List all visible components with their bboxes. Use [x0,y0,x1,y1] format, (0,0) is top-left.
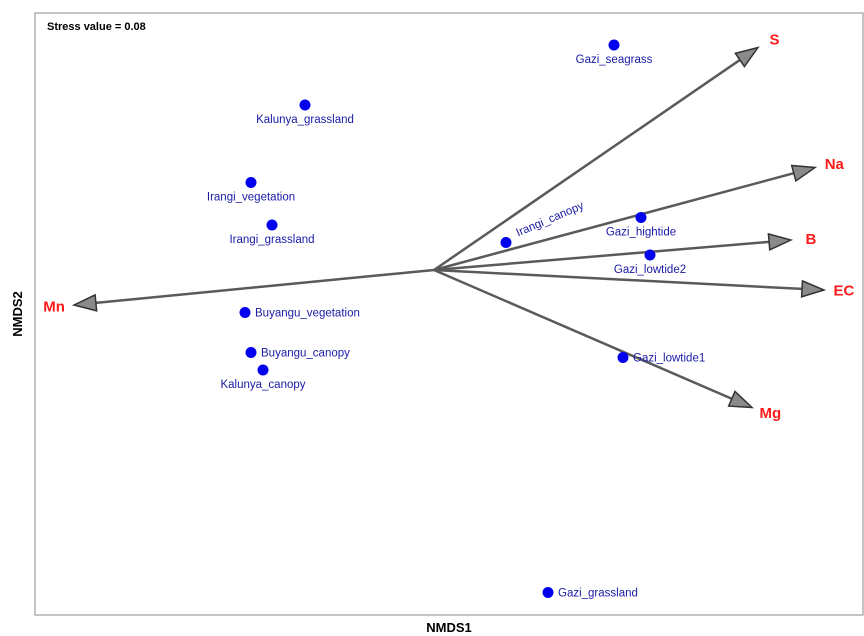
point-kalunya-canopy [257,364,269,376]
vector-arrowhead-b [767,232,794,251]
point-label-buyangu-canopy: Buyangu_canopy [261,348,350,360]
point-label-buyangu-vegetation: Buyangu_vegetation [255,308,360,320]
point-label-kalunya-grassland: Kalunya_grassland [256,114,354,126]
vector-line-ec [433,268,803,291]
point-gazi-lowtide1 [617,352,629,363]
point-label-gazi-hightide: Gazi_hightide [606,227,676,239]
vector-arrowhead-ec [800,279,827,298]
vector-line-mg [433,268,733,400]
vector-line-s [433,58,741,272]
vector-label-ec: EC [834,283,855,300]
point-label-gazi-grassland: Gazi_grassland [558,588,638,600]
point-buyangu-canopy [245,347,257,358]
vector-arrowhead-na [790,164,818,183]
point-label-irangi-vegetation: Irangi_vegetation [207,192,295,204]
vector-label-mg: Mg [760,405,782,422]
point-irangi-canopy [500,237,512,248]
vector-arrowhead-s [734,46,760,68]
point-gazi-hightide [635,212,647,223]
point-gazi-grassland [542,587,554,598]
x-axis-title: NMDS1 [426,620,472,635]
vector-label-mn: Mn [43,298,65,315]
vector-arrowhead-mg [727,390,755,409]
point-buyangu-vegetation [239,307,251,318]
vector-line-b [433,240,770,272]
point-gazi-lowtide2 [644,249,656,261]
point-label-gazi-lowtide1: Gazi_lowtide1 [633,353,705,365]
vector-label-s: S [769,32,779,49]
stress-value-label: Stress value = 0.08 [47,21,146,33]
vector-line-mn [95,268,435,305]
point-label-gazi-lowtide2: Gazi_lowtide2 [614,264,686,276]
vector-arrowhead-mn [71,293,98,312]
vectors-layer: S Na B EC Mg Mn [43,32,854,422]
vector-label-b: B [806,231,817,248]
point-label-gazi-seagrass: Gazi_seagrass [576,54,653,66]
point-kalunya-grassland [299,99,311,111]
point-irangi-vegetation [245,177,257,188]
vector-label-na: Na [825,156,845,173]
point-label-irangi-grassland: Irangi_grassland [229,234,314,246]
point-irangi-grassland [266,219,278,231]
vector-line-na [433,172,795,272]
y-axis-title: NMDS2 [10,291,25,337]
plot-frame [34,12,864,616]
point-label-kalunya-canopy: Kalunya_canopy [220,379,305,391]
point-gazi-seagrass [608,39,620,51]
